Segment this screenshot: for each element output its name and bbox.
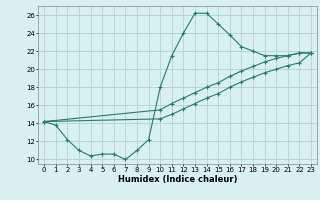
X-axis label: Humidex (Indice chaleur): Humidex (Indice chaleur) (118, 175, 237, 184)
